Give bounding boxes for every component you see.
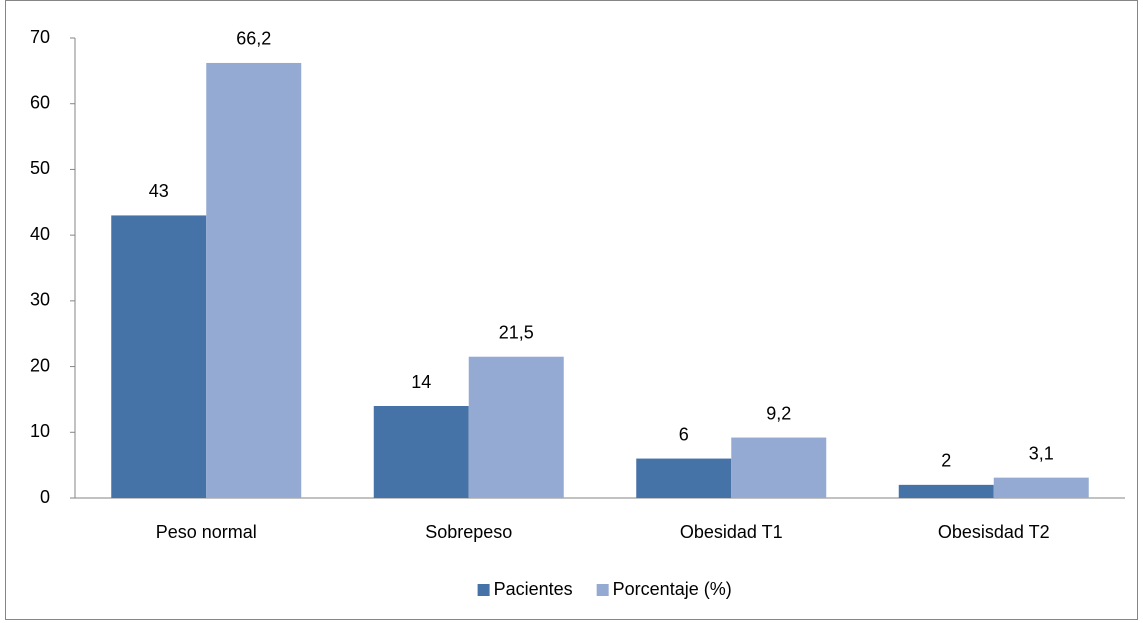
data-label: 3,1 bbox=[1029, 443, 1054, 463]
y-tick-label: 50 bbox=[30, 158, 50, 178]
bar bbox=[636, 458, 732, 498]
x-tick-label: Obesisdad T2 bbox=[938, 522, 1050, 542]
y-tick-label: 60 bbox=[30, 92, 50, 112]
data-label: 6 bbox=[679, 424, 689, 444]
y-tick-label: 0 bbox=[40, 487, 50, 507]
legend-swatch bbox=[477, 584, 490, 596]
bar bbox=[111, 215, 207, 498]
legend-label: Porcentaje (%) bbox=[613, 579, 732, 599]
x-tick-label: Peso normal bbox=[156, 522, 257, 542]
y-tick-label: 70 bbox=[30, 27, 50, 47]
data-label: 21,5 bbox=[499, 322, 534, 342]
legend-label: Pacientes bbox=[494, 579, 573, 599]
data-label: 66,2 bbox=[236, 29, 271, 49]
bar bbox=[993, 477, 1089, 498]
data-label: 9,2 bbox=[766, 403, 791, 423]
y-tick-label: 10 bbox=[30, 421, 50, 441]
x-tick-label: Obesidad T1 bbox=[680, 522, 783, 542]
x-tick-label: Sobrepeso bbox=[425, 522, 512, 542]
bar bbox=[731, 437, 827, 498]
data-label: 43 bbox=[149, 181, 169, 201]
y-tick-label: 20 bbox=[30, 355, 50, 375]
bar bbox=[206, 62, 302, 498]
y-tick-label: 30 bbox=[30, 290, 50, 310]
bar bbox=[468, 356, 564, 498]
bar bbox=[373, 406, 469, 498]
data-label: 2 bbox=[941, 451, 951, 471]
y-tick-label: 40 bbox=[30, 224, 50, 244]
bar bbox=[898, 484, 994, 498]
data-label: 14 bbox=[411, 372, 431, 392]
legend-swatch bbox=[596, 584, 609, 596]
